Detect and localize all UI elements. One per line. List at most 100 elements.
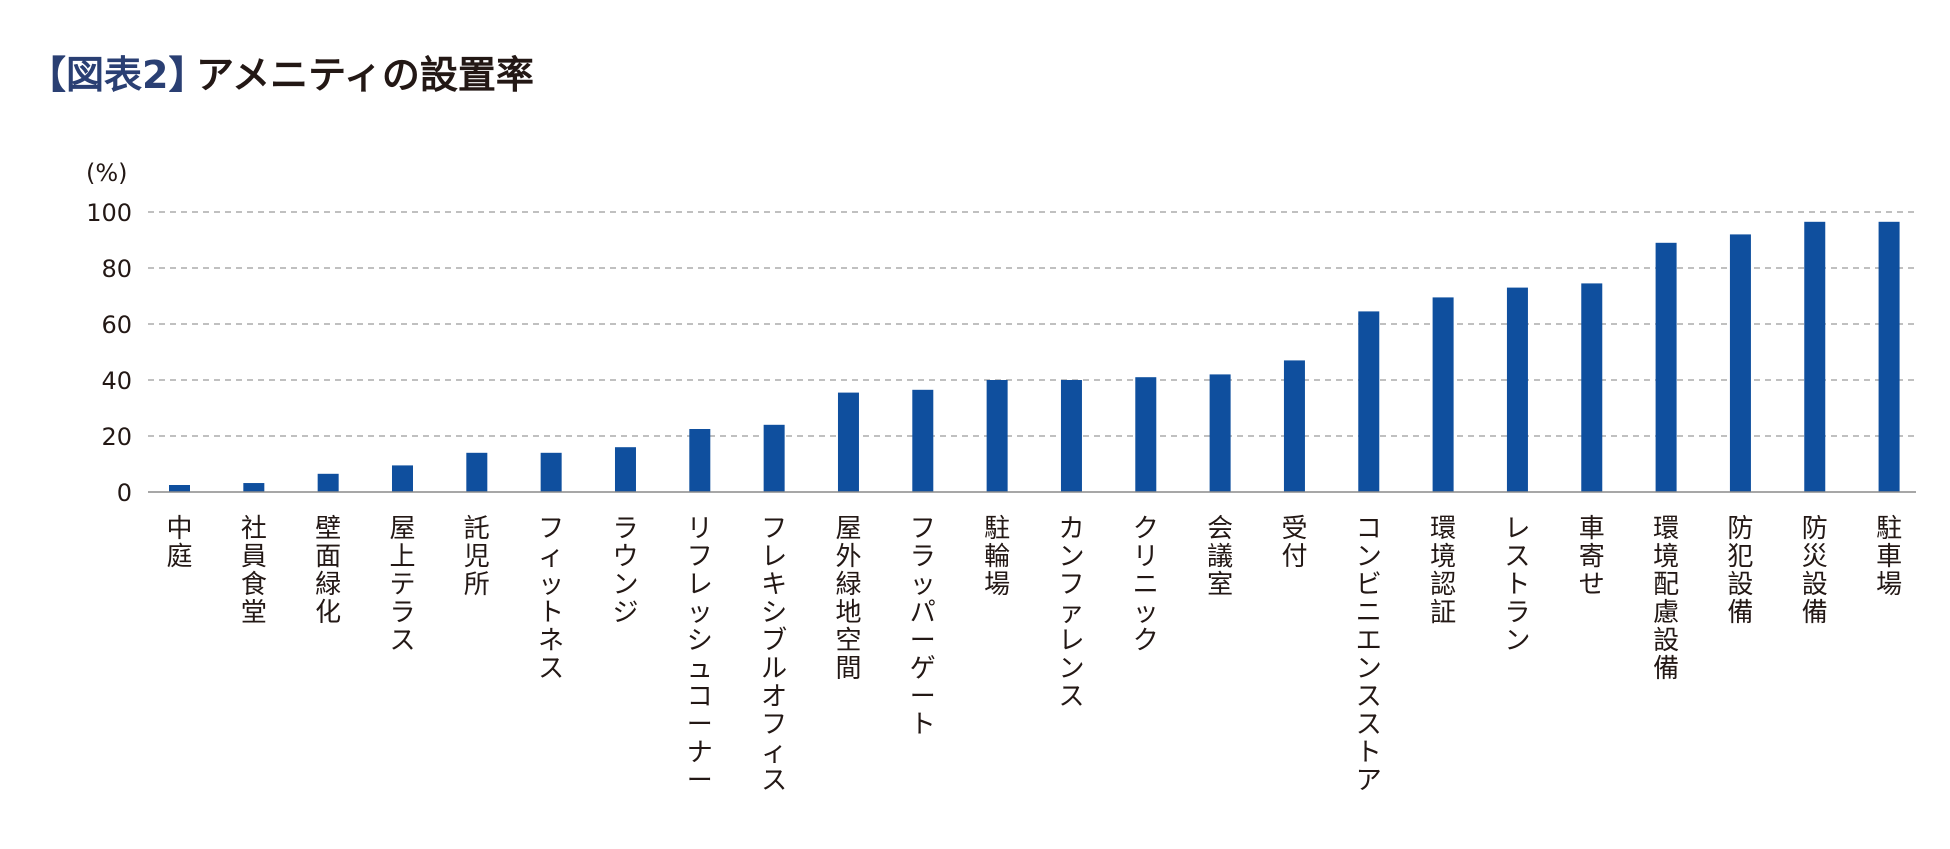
category-label-char: キ [761, 570, 787, 600]
category-label-char: ッ [538, 570, 564, 600]
category-label-char: 間 [835, 654, 861, 684]
category-label-char: ァ [1058, 598, 1084, 628]
category-label-char: ィ [538, 542, 564, 572]
bar [243, 483, 265, 492]
category-label-char: 外 [835, 542, 861, 572]
y-tick-label: 80 [101, 255, 132, 283]
category-label-char: ト [1356, 738, 1382, 768]
category-label-char: フ [538, 514, 564, 544]
category-label-char: 環 [1653, 514, 1679, 544]
category-label-char: ラ [389, 598, 415, 628]
category-label-char: ウ [612, 542, 638, 572]
category-label-char: 境 [1430, 542, 1456, 572]
category-label-char: フ [761, 514, 787, 544]
category-label-char: シ [761, 598, 787, 628]
category-label-char: 駐 [1876, 514, 1902, 544]
category-label-char: ン [1058, 654, 1084, 684]
category-label-char: ス [1504, 542, 1530, 572]
bar [1135, 377, 1157, 492]
category-label-char: ビ [1356, 570, 1382, 600]
bar [1283, 360, 1305, 492]
category-label-char: 車 [1579, 514, 1605, 544]
category-label-char: 駐 [984, 514, 1010, 544]
category-label-char: 地 [835, 598, 861, 628]
category-label-char: ー [910, 682, 936, 712]
category-label-char: ス [1356, 682, 1382, 712]
category-label-char: ス [1356, 710, 1382, 740]
category-label-char: ト [538, 598, 564, 628]
category-label-char: 庭 [166, 542, 192, 572]
category-label-char: ー [687, 766, 713, 796]
category-label-char: 配 [1653, 570, 1679, 600]
bar [391, 465, 413, 492]
category-label-char: 犯 [1727, 542, 1753, 572]
category-label-char: コ [1356, 514, 1382, 544]
bar [466, 452, 488, 492]
category-label-char: 設 [1802, 570, 1828, 600]
figure-tag: 【図表2】 [28, 53, 206, 97]
chart-title: アメニティの設置率 [196, 53, 534, 97]
category-label-char: ン [1058, 542, 1084, 572]
category-label-char: 面 [315, 542, 341, 572]
category-label-char: 屋 [835, 514, 861, 544]
category-label-char: ス [1058, 682, 1084, 712]
category-label: 社員食堂 [241, 514, 267, 628]
category-label-char: 証 [1430, 598, 1456, 628]
bar [689, 429, 711, 492]
category-label: 環境認証 [1430, 514, 1456, 628]
category-label: 防犯設備 [1727, 514, 1753, 628]
category-label-char: 社 [241, 514, 267, 544]
category-label-char: ラ [910, 542, 936, 572]
category-label-char: 化 [315, 598, 341, 628]
category-label-char: エ [1356, 626, 1382, 656]
category-label: 託児所 [464, 514, 490, 600]
category-label-char: 備 [1802, 598, 1828, 628]
category-label: 屋上テラス [389, 514, 415, 656]
category-label-char: 設 [1653, 626, 1679, 656]
category-label: フラッパーゲート [910, 514, 936, 740]
category-label: カンファレンス [1058, 514, 1084, 712]
category-label-char: 食 [241, 570, 267, 600]
category-label-char: 所 [464, 570, 490, 600]
bar [1581, 283, 1603, 492]
category-label-char: ネ [538, 626, 564, 656]
category-label: 防災設備 [1802, 514, 1828, 628]
category-label: クリニック [1133, 514, 1159, 656]
category-label-char: ル [761, 654, 787, 684]
category-label-char: レ [687, 570, 713, 600]
bar [1655, 242, 1677, 492]
category-label-char: 室 [1207, 570, 1233, 600]
category-label-char: レ [1058, 626, 1084, 656]
category-label-char: 員 [241, 542, 267, 572]
category-label-char: ク [1133, 626, 1159, 656]
category-label: 壁面緑化 [315, 514, 341, 628]
bar [1060, 380, 1082, 492]
category-label-char: ジ [612, 598, 638, 628]
category-label: 駐車場 [1876, 514, 1902, 600]
bar [1878, 221, 1900, 493]
y-tick-label: 40 [101, 367, 132, 395]
bar [837, 392, 859, 492]
category-label-char: 設 [1727, 570, 1753, 600]
category-label-char: ッ [910, 570, 936, 600]
category-label-char: 壁 [315, 514, 341, 544]
category-label-char: シ [687, 626, 713, 656]
category-label: フレキシブルオフィス [761, 514, 787, 796]
category-label-char: 堂 [241, 598, 267, 628]
category-label-char: ー [687, 710, 713, 740]
category-label-char: リ [687, 514, 713, 544]
category-label-char: ト [1504, 570, 1530, 600]
category-label-char: 付 [1281, 542, 1307, 572]
bar [1729, 234, 1751, 492]
category-label-char: ー [910, 626, 936, 656]
category-label-char: 緑 [315, 570, 341, 600]
category-label-char: 会 [1207, 514, 1233, 544]
category-label-char: フ [910, 514, 936, 544]
category-label-char: ン [1356, 542, 1382, 572]
bar [1804, 221, 1826, 493]
bar [614, 447, 636, 492]
category-label: 受付 [1281, 514, 1307, 572]
category-label-char: ブ [761, 626, 787, 656]
bar [169, 485, 190, 492]
